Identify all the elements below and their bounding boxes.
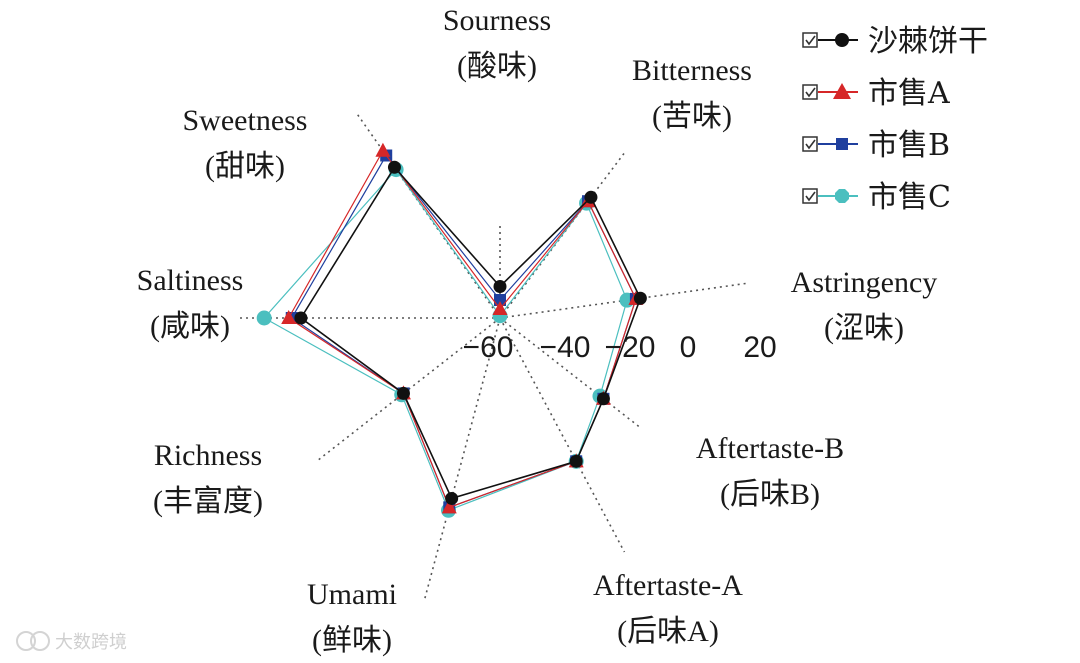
watermark-text: 大数跨境 <box>55 632 127 653</box>
axis-label-en: Astringency <box>791 266 938 299</box>
data-point <box>633 291 647 305</box>
axis-label-cn: (后味B) <box>720 478 820 511</box>
legend-item[interactable]: 市售B <box>802 128 950 163</box>
legend-checkbox-icon[interactable] <box>802 188 818 204</box>
legend-label: 市售A <box>868 76 950 111</box>
data-point <box>441 499 457 514</box>
axis-label-cn: (酸味) <box>457 50 537 83</box>
axis-label-cn: (丰富度) <box>153 485 263 518</box>
axis-label-sweetness: Sweetness (甜味) <box>183 104 308 183</box>
axis-label-en: Sourness <box>443 4 551 37</box>
axis-label-richness: Richness (丰富度) <box>153 439 263 518</box>
legend: 沙棘饼干 市售A 市售B 市售C <box>802 24 988 215</box>
spoke-aftertaste-a <box>499 317 626 553</box>
data-point <box>396 386 410 400</box>
legend-checkbox-icon[interactable] <box>802 32 818 48</box>
legend-label: 市售B <box>868 128 950 163</box>
radar-series <box>256 142 647 518</box>
data-point <box>256 310 272 326</box>
checkmark-icon <box>805 87 816 98</box>
legend-item[interactable]: 市售C <box>802 180 951 215</box>
checkmark-icon <box>805 139 816 150</box>
tick-label: −60 <box>463 331 514 364</box>
axis-label-en: Bitterness <box>632 54 752 87</box>
data-point <box>493 280 507 293</box>
axis-label-aftertaste-b: Aftertaste-B (后味B) <box>696 432 844 511</box>
axis-label-cn: (后味A) <box>617 615 719 648</box>
legend-label: 市售C <box>868 180 951 215</box>
tick-label: −40 <box>540 331 591 364</box>
data-point <box>492 301 508 315</box>
legend-label: 沙棘饼干 <box>868 24 988 59</box>
watermark-logo-icon <box>30 631 50 651</box>
legend-checkbox-icon[interactable] <box>802 84 818 100</box>
legend-marker-circle <box>835 33 849 47</box>
legend-checkbox-icon[interactable] <box>802 136 818 152</box>
data-point <box>387 160 401 174</box>
legend-item[interactable]: 市售A <box>802 76 950 111</box>
tick-label: 20 <box>743 331 776 364</box>
data-point <box>494 294 506 306</box>
axis-label-en: Aftertaste-B <box>696 432 844 465</box>
data-point <box>375 142 391 157</box>
axis-labels: Sourness (酸味) Bitterness (苦味) Astringency (涩味… <box>137 4 938 657</box>
data-point <box>569 454 583 468</box>
data-point <box>584 190 598 204</box>
axis-label-saltiness: Saltiness (咸味) <box>137 264 244 343</box>
series-0 <box>294 160 647 505</box>
axis-label-astringency: Astringency (涩味) <box>791 266 938 345</box>
axis-label-cn: (甜味) <box>205 150 285 183</box>
axis-label-bitterness: Bitterness (苦味) <box>632 54 752 133</box>
axis-label-en: Aftertaste-A <box>593 569 743 602</box>
data-point <box>294 311 308 325</box>
axis-label-umami: Umami (鲜味) <box>307 578 397 657</box>
axis-label-aftertaste-a: Aftertaste-A (后味A) <box>593 569 743 648</box>
tick-label: 0 <box>680 331 697 364</box>
axis-label-cn: (涩味) <box>824 312 904 345</box>
data-point <box>281 310 297 324</box>
axis-label-cn: (鲜味) <box>312 624 392 657</box>
series-line <box>287 149 637 509</box>
checkmark-icon <box>805 35 816 46</box>
legend-marker-square <box>836 138 848 150</box>
data-point <box>596 392 610 406</box>
legend-marker-triangle <box>833 83 851 99</box>
axis-label-cn: (苦味) <box>652 100 732 133</box>
radial-ticks: −60 −40 −20 0 20 <box>463 331 777 364</box>
legend-item[interactable]: 沙棘饼干 <box>802 24 988 59</box>
tick-label: −20 <box>605 331 656 364</box>
watermark-logo-icon <box>16 631 36 651</box>
legend-marker-octagon <box>835 189 849 203</box>
axis-label-sourness: Sourness (酸味) <box>443 4 551 83</box>
watermark: 大数跨境 <box>16 631 127 653</box>
radar-spokes <box>240 112 748 599</box>
checkmark-icon <box>805 191 816 202</box>
axis-label-en: Umami <box>307 578 397 611</box>
axis-label-en: Richness <box>154 439 262 472</box>
series-line <box>299 165 642 500</box>
spoke-aftertaste-b <box>499 317 643 430</box>
axis-label-en: Saltiness <box>137 264 244 297</box>
spoke-umami <box>424 317 501 599</box>
axis-label-cn: (咸味) <box>150 310 230 343</box>
axis-label-en: Sweetness <box>183 104 308 137</box>
data-point <box>445 491 459 505</box>
spoke-bitterness <box>499 149 628 319</box>
